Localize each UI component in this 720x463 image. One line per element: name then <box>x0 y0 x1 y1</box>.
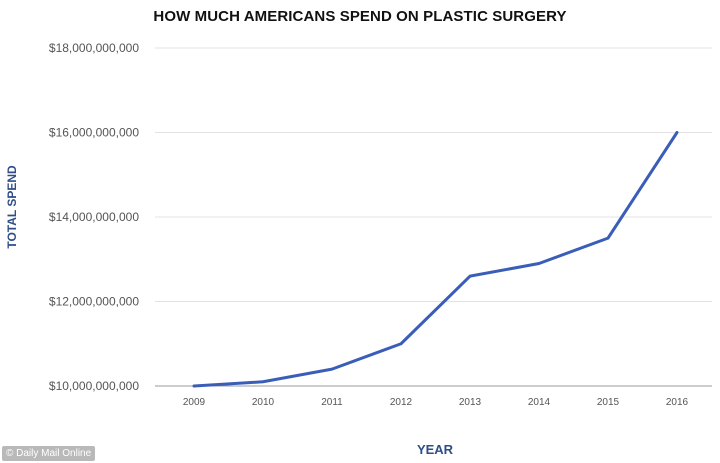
x-axis-label: YEAR <box>416 442 454 457</box>
x-tick-label: 2014 <box>528 397 551 408</box>
y-tick-label: $12,000,000,000 <box>49 295 139 309</box>
x-tick-label: 2016 <box>666 397 689 408</box>
x-tick-label: 2012 <box>390 397 413 408</box>
y-tick-label: $14,000,000,000 <box>49 210 139 224</box>
x-tick-label: 2015 <box>597 397 620 408</box>
y-tick-label: $18,000,000,000 <box>49 41 139 55</box>
y-tick-label: $16,000,000,000 <box>49 126 139 140</box>
chart-title: HOW MUCH AMERICANS SPEND ON PLASTIC SURG… <box>153 8 567 25</box>
x-tick-label: 2010 <box>252 397 275 408</box>
x-tick-label: 2013 <box>459 397 482 408</box>
series-line <box>192 131 679 388</box>
x-tick-label: 2011 <box>321 397 343 408</box>
x-tick-label: 2009 <box>183 397 206 408</box>
watermark: © Daily Mail Online <box>2 446 96 461</box>
y-tick-label: $10,000,000,000 <box>49 379 139 393</box>
